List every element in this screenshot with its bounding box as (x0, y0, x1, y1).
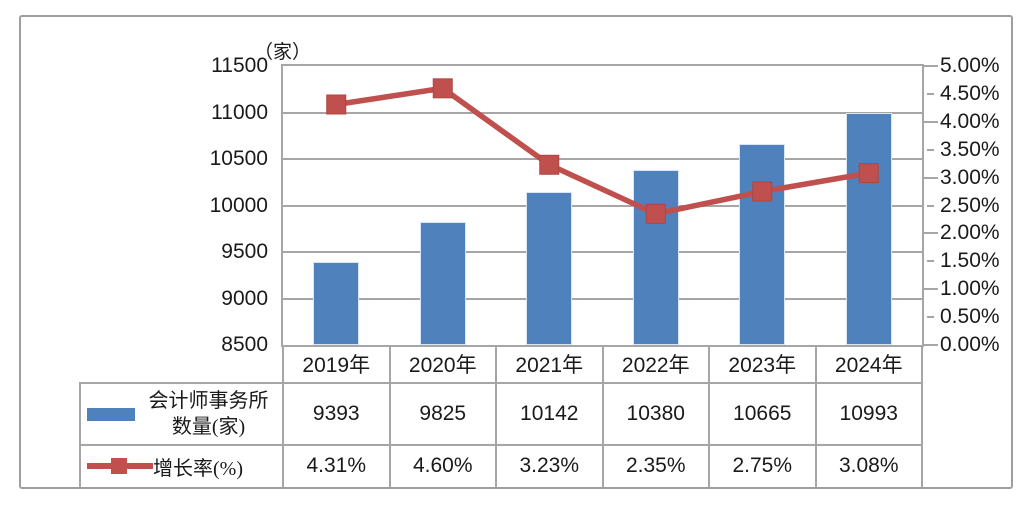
table-cell-bar-value: 10380 (626, 402, 685, 425)
table-cell-bar-value: 10142 (520, 402, 579, 425)
y-axis-label: 10000 (209, 193, 268, 217)
y-axis-label: 9500 (221, 240, 268, 263)
table-line (921, 345, 923, 487)
y2-axis-label: 1.00% (940, 277, 1000, 301)
bar-series-swatch-icon (87, 407, 135, 421)
grid-line (283, 251, 922, 253)
y2-axis-tick (927, 316, 934, 319)
table-line (282, 345, 284, 487)
table-line (388, 345, 391, 487)
legend-line-series-label: 增长率(%) (153, 457, 243, 480)
y2-axis-label: 0.50% (940, 305, 1000, 329)
y2-axis-label: 3.00% (940, 165, 1000, 189)
line-marker (539, 154, 560, 175)
table-cell-bar-value: 9393 (312, 402, 360, 425)
y-axis-label: 9000 (221, 286, 268, 310)
table-line (79, 383, 81, 487)
table-cell-line-value: 2.35% (625, 454, 686, 477)
bar (845, 113, 892, 345)
table-line (495, 345, 497, 487)
line-marker (432, 78, 453, 99)
table-cell-bar-value: 10665 (733, 402, 792, 425)
y-axis-label: 11000 (211, 100, 268, 124)
y2-axis-label: 1.50% (940, 249, 1000, 273)
line-marker (752, 181, 773, 202)
bar (419, 221, 466, 345)
y2-axis-tick (923, 120, 938, 123)
table-cell-line-value: 4.31% (306, 454, 367, 477)
table-cell-bar-value: 10993 (839, 402, 898, 425)
bar (526, 192, 573, 345)
table-cell-line-value: 3.23% (519, 454, 580, 477)
y2-axis-tick (923, 65, 938, 67)
x-axis-label: 2022年 (621, 354, 690, 377)
y2-axis-tick (927, 204, 934, 207)
line-series-swatch-icon (87, 457, 153, 475)
table-cell-bar-value: 9825 (419, 402, 467, 425)
y2-axis-tick (923, 344, 938, 346)
y2-axis-label: 0.00% (940, 333, 1000, 356)
y-axis-label: 10500 (209, 147, 268, 170)
table-line (601, 345, 604, 487)
grid-line (283, 204, 922, 207)
y2-axis-label: 2.00% (940, 221, 1000, 245)
grid-line (283, 297, 922, 300)
y2-axis-label: 5.00% (940, 54, 1000, 77)
y2-axis-label: 2.50% (940, 193, 1000, 217)
table-line (79, 444, 922, 446)
table-line (708, 345, 710, 487)
bar (313, 261, 360, 345)
y2-axis-tick (927, 92, 934, 95)
y-axis-label: 8500 (221, 333, 268, 356)
table-cell-line-value: 4.60% (412, 454, 473, 477)
growth-rate-line (326, 78, 879, 224)
y2-axis-label: 4.50% (940, 81, 1000, 105)
y-axis-label: 11500 (211, 54, 268, 77)
y2-axis-label: 3.50% (940, 137, 1000, 161)
grid-line (283, 111, 922, 114)
table-cell-line-value: 3.08% (838, 454, 899, 477)
table-cell-line-value: 2.75% (732, 454, 793, 477)
legend-bar-series: 会计师事务所 数量(家) (81, 383, 282, 445)
table-line (79, 382, 922, 384)
y2-axis-tick (927, 260, 934, 263)
legend-line-series: 增长率(%) (81, 445, 282, 487)
y2-axis-tick (923, 232, 938, 235)
table-line (814, 345, 817, 487)
y2-axis-tick (927, 148, 934, 151)
left-axis-unit-label: （家） (254, 42, 312, 63)
line-marker (326, 94, 347, 115)
grid-line (283, 158, 922, 160)
bar (739, 143, 786, 345)
y2-axis-label: 4.00% (940, 109, 1000, 133)
y2-axis-tick (923, 288, 938, 291)
x-axis-label: 2023年 (728, 354, 797, 377)
bar (632, 170, 679, 345)
y2-axis-tick (923, 176, 938, 179)
x-axis-label: 2021年 (515, 354, 584, 377)
line-marker (645, 203, 666, 224)
x-axis-label: 2020年 (408, 354, 477, 377)
legend-bar-series-label: 会计师事务所 数量(家) (148, 390, 269, 438)
x-axis-label: 2019年 (302, 354, 371, 377)
line-marker (858, 163, 879, 184)
x-axis-label: 2024年 (834, 354, 903, 377)
line-segment (335, 85, 870, 217)
